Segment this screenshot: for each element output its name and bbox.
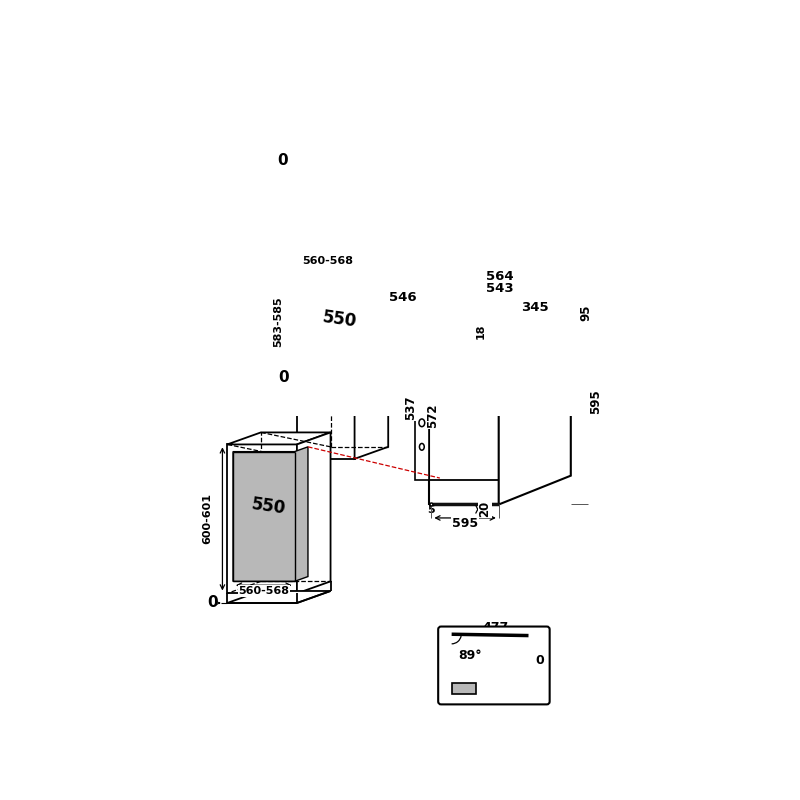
Text: 0: 0: [277, 154, 288, 169]
Text: 0: 0: [278, 370, 289, 385]
Text: 95: 95: [580, 304, 593, 321]
Polygon shape: [297, 149, 388, 161]
Text: 583-585: 583-585: [274, 297, 284, 347]
Text: 345: 345: [521, 301, 549, 314]
Text: 89°: 89°: [458, 650, 482, 662]
Polygon shape: [227, 591, 330, 603]
Polygon shape: [302, 266, 366, 372]
Text: 537: 537: [404, 396, 418, 420]
Text: 477: 477: [482, 621, 509, 634]
FancyBboxPatch shape: [438, 626, 550, 704]
Text: 595: 595: [590, 389, 602, 414]
Polygon shape: [227, 445, 297, 594]
Text: 20: 20: [478, 501, 491, 518]
Polygon shape: [297, 433, 330, 594]
Text: 5: 5: [428, 506, 435, 515]
Text: 0: 0: [207, 595, 218, 610]
Polygon shape: [297, 161, 354, 459]
Ellipse shape: [419, 443, 424, 450]
Polygon shape: [498, 298, 570, 505]
Text: 600-601: 600-601: [202, 494, 212, 545]
Text: 560-568: 560-568: [238, 586, 290, 596]
Polygon shape: [233, 447, 308, 582]
Text: 572: 572: [426, 403, 439, 428]
Text: 10: 10: [499, 679, 516, 692]
Polygon shape: [227, 433, 330, 445]
Text: 560-568: 560-568: [302, 256, 353, 266]
Circle shape: [430, 503, 433, 506]
Text: 595: 595: [452, 518, 478, 530]
Text: 543: 543: [486, 282, 514, 294]
Text: 18: 18: [475, 323, 486, 338]
Text: 564: 564: [486, 270, 514, 283]
Text: 550: 550: [250, 495, 287, 518]
Polygon shape: [414, 335, 429, 481]
Text: 0: 0: [535, 654, 544, 667]
Polygon shape: [429, 326, 498, 505]
Polygon shape: [452, 683, 476, 694]
Text: 546: 546: [389, 291, 417, 304]
Ellipse shape: [419, 419, 425, 426]
Text: 550: 550: [322, 308, 358, 331]
Polygon shape: [354, 149, 388, 459]
Polygon shape: [429, 298, 570, 326]
